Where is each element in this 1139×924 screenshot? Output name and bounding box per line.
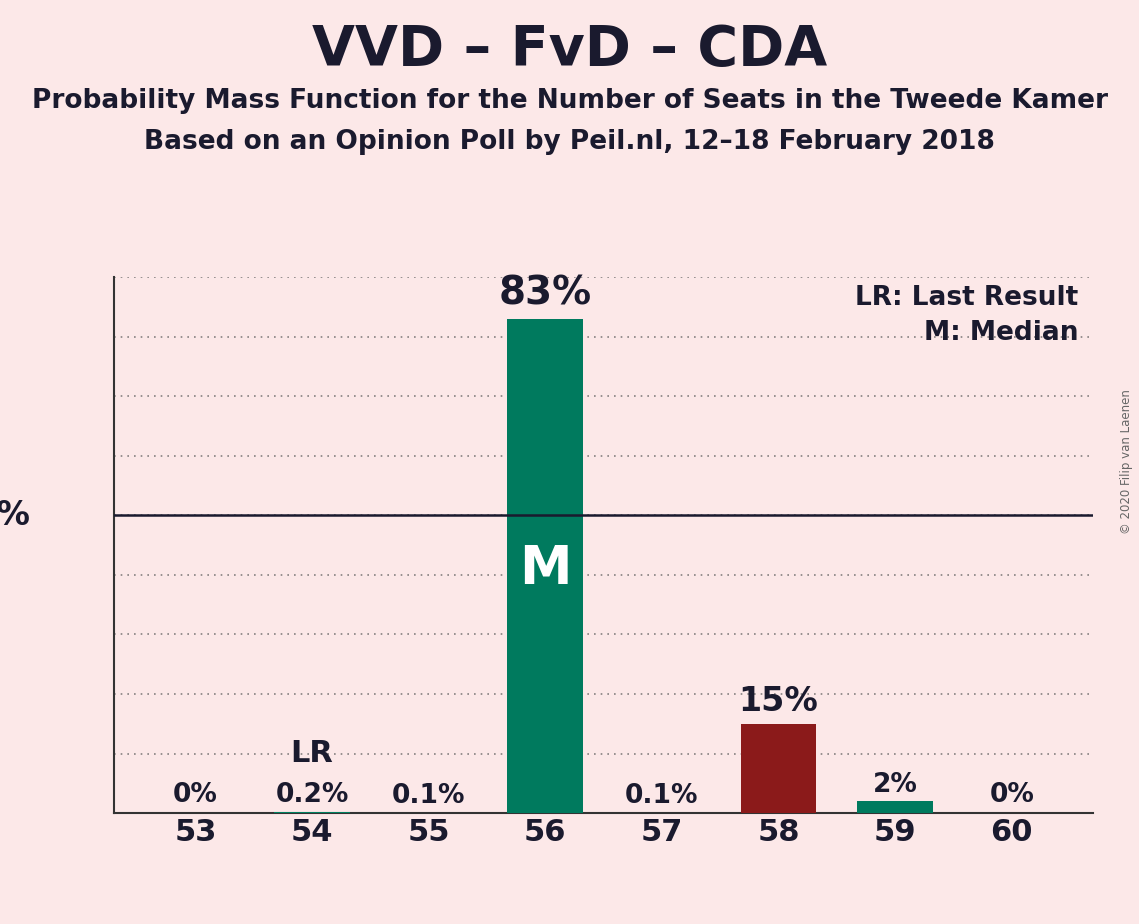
- Text: 0%: 0%: [173, 783, 218, 808]
- Text: M: M: [519, 543, 572, 595]
- Text: 0.1%: 0.1%: [392, 783, 466, 808]
- Text: 0.1%: 0.1%: [625, 783, 698, 808]
- Text: VVD – FvD – CDA: VVD – FvD – CDA: [312, 23, 827, 77]
- Text: M: Median: M: Median: [924, 320, 1079, 346]
- Text: 2%: 2%: [872, 772, 918, 797]
- Text: LR: Last Result: LR: Last Result: [855, 286, 1079, 311]
- Text: 0%: 0%: [990, 783, 1034, 808]
- Bar: [274, 812, 350, 813]
- Text: 83%: 83%: [499, 275, 592, 313]
- Bar: [508, 319, 583, 813]
- Text: Probability Mass Function for the Number of Seats in the Tweede Kamer: Probability Mass Function for the Number…: [32, 88, 1107, 114]
- Text: Based on an Opinion Poll by Peil.nl, 12–18 February 2018: Based on an Opinion Poll by Peil.nl, 12–…: [144, 129, 995, 155]
- Text: 15%: 15%: [739, 685, 819, 718]
- Text: LR: LR: [290, 739, 334, 769]
- Text: © 2020 Filip van Laenen: © 2020 Filip van Laenen: [1121, 390, 1133, 534]
- Text: 50%: 50%: [0, 499, 31, 532]
- Bar: [740, 723, 817, 813]
- Bar: [858, 801, 933, 813]
- Text: 0.2%: 0.2%: [276, 783, 349, 808]
